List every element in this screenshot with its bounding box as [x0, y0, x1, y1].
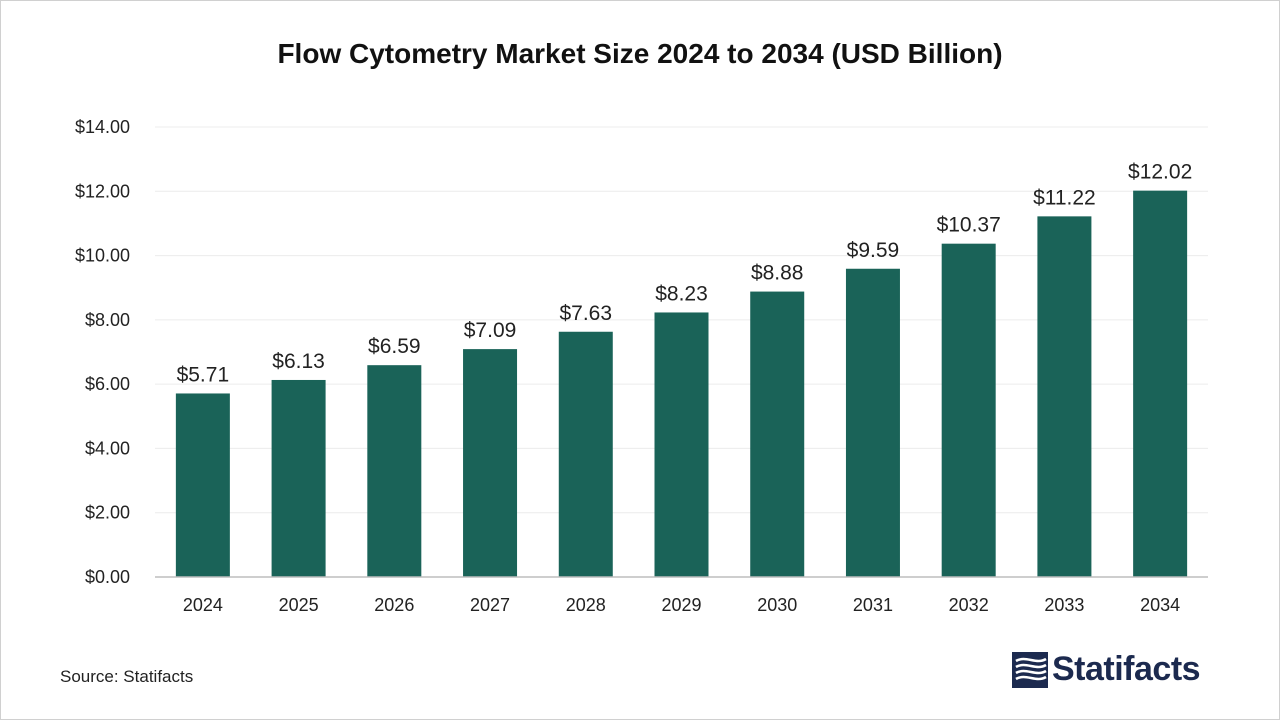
data-label: $7.09 [464, 319, 517, 342]
bar [175, 393, 230, 577]
x-tick-label: 2027 [470, 595, 510, 615]
y-tick-label: $0.00 [85, 567, 130, 587]
y-tick-label: $6.00 [85, 374, 130, 394]
bar [1037, 216, 1092, 577]
y-tick-label: $4.00 [85, 438, 130, 458]
bar [941, 243, 996, 577]
y-tick-label: $2.00 [85, 503, 130, 523]
data-label: $8.88 [751, 262, 804, 285]
bar [750, 291, 805, 577]
data-label: $7.63 [559, 302, 612, 325]
bar [845, 268, 900, 577]
data-label: $12.02 [1128, 161, 1192, 184]
bar [558, 331, 613, 577]
x-tick-label: 2030 [757, 595, 797, 615]
statifacts-logo-icon [1012, 652, 1048, 688]
x-tick-label: 2031 [853, 595, 893, 615]
y-tick-label: $8.00 [85, 310, 130, 330]
x-tick-label: 2026 [374, 595, 414, 615]
source-note: Source: Statifacts [60, 667, 194, 686]
bar [463, 349, 518, 577]
data-label: $8.23 [655, 282, 708, 305]
bar [1133, 190, 1188, 577]
data-label: $10.37 [937, 214, 1001, 237]
x-tick-label: 2029 [661, 595, 701, 615]
x-tick-label: 2028 [566, 595, 606, 615]
y-tick-label: $12.00 [75, 181, 130, 201]
x-tick-label: 2033 [1044, 595, 1084, 615]
x-tick-label: 2024 [183, 595, 223, 615]
data-label: $5.71 [177, 363, 230, 386]
chart-title: Flow Cytometry Market Size 2024 to 2034 … [277, 38, 1003, 69]
bar [654, 312, 709, 577]
bar [367, 365, 422, 577]
data-label: $6.59 [368, 335, 421, 358]
y-tick-label: $10.00 [75, 246, 130, 266]
x-tick-label: 2034 [1140, 595, 1180, 615]
x-tick-label: 2025 [279, 595, 319, 615]
data-label: $9.59 [847, 239, 900, 262]
y-tick-label: $14.00 [75, 117, 130, 137]
statifacts-logo: Statifacts [1012, 650, 1222, 694]
bar [271, 379, 326, 577]
data-label: $11.22 [1033, 186, 1096, 209]
x-tick-label: 2032 [949, 595, 989, 615]
logo-text: Statifacts [1052, 650, 1201, 688]
data-label: $6.13 [272, 350, 325, 373]
